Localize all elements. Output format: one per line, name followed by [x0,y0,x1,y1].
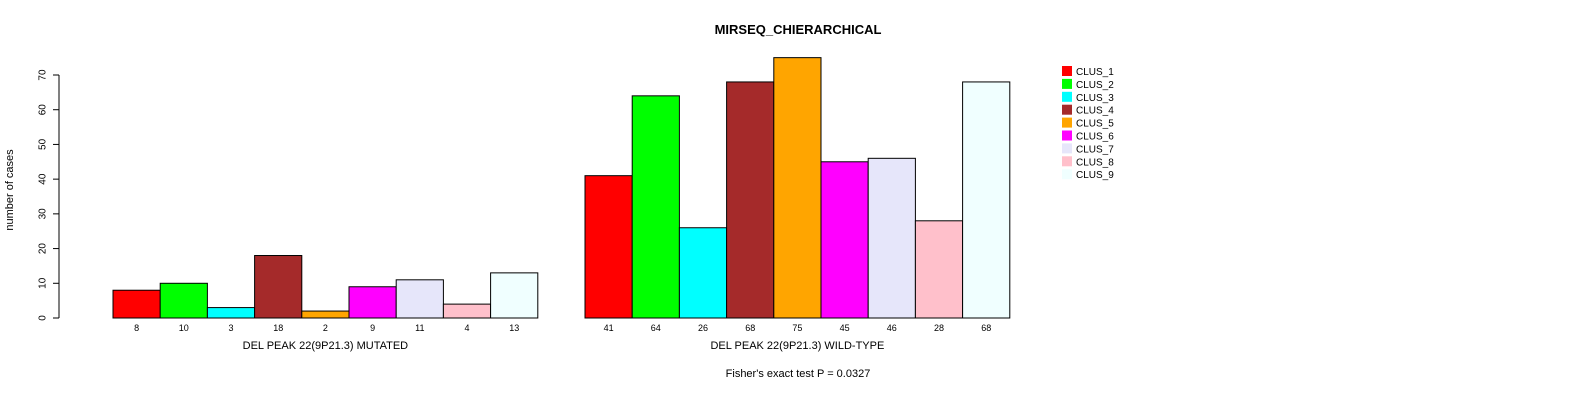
legend-label: CLUS_2 [1076,80,1114,91]
bar-clus-1 [112,289,161,319]
bar-value-label: 46 [887,323,897,333]
y-axis: 0 10 20 30 40 50 60 70 [38,69,60,321]
legend-swatch-clus-1 [1062,66,1072,76]
bar-clus-5 [773,57,822,319]
legend-swatch-clus-2 [1062,78,1072,89]
bar-clus-5 [301,310,350,319]
group-labels: DEL PEAK 22(9P21.3) MUTATED DEL PEAK 22(9… [243,340,885,352]
legend-label: CLUS_6 [1076,132,1114,143]
bar-value-label: 26 [698,323,708,333]
bar-clus-9 [490,272,539,319]
bars [112,57,1011,319]
bar-value-label: 41 [604,323,614,333]
legend-swatch-clus-8 [1062,156,1072,167]
y-tick-label: 0 [38,315,49,321]
bar-clus-6 [348,286,397,319]
legend-label: CLUS_7 [1076,144,1114,155]
bar-value-label: 75 [792,323,802,333]
y-tick-label: 50 [38,138,49,150]
footnote: Fisher's exact test P = 0.0327 [726,368,871,380]
bar-value-label: 4 [464,323,469,333]
bar-value-label: 18 [273,323,283,333]
bar-clus-2 [159,282,208,319]
legend: CLUS_1CLUS_2CLUS_3CLUS_4CLUS_5CLUS_6CLUS… [1062,66,1114,181]
bar-value-label: 45 [840,323,850,333]
bar-value-label: 28 [934,323,944,333]
bar-value-label: 9 [370,323,375,333]
legend-swatch-clus-9 [1062,169,1072,180]
legend-swatch-clus-3 [1062,91,1072,102]
y-tick-label: 70 [38,69,49,81]
legend-swatch-clus-4 [1062,104,1072,115]
bar-value-label: 8 [134,323,139,333]
bar-clus-3 [206,307,256,319]
bar-value-label: 68 [981,323,991,333]
legend-swatch-clus-5 [1062,117,1072,128]
bar-clus-1 [584,175,633,319]
bar-value-label: 2 [323,323,328,333]
legend-label: CLUS_1 [1076,67,1114,78]
y-tick-label: 20 [38,243,49,255]
bar-value-label: 68 [745,323,755,333]
legend-label: CLUS_3 [1076,93,1114,104]
bar-value-label: 11 [415,323,424,333]
y-tick-label: 10 [38,277,49,289]
bar-clus-9 [962,81,1011,319]
bar-value-label: 13 [509,323,519,333]
bar-value-label: 64 [651,323,661,333]
y-tick-label: 30 [38,208,49,220]
legend-label: CLUS_4 [1076,106,1114,117]
bar-clus-6 [820,161,869,319]
chart-title: MIRSEQ_CHIERARCHICAL [715,22,882,37]
bar-clus-8 [914,220,964,319]
bar-clus-7 [867,157,916,319]
y-tick-label: 60 [38,104,49,116]
legend-label: CLUS_9 [1076,170,1114,181]
bar-value-label: 3 [228,323,233,333]
bar-value-label: 10 [179,323,189,333]
bar-clus-7 [395,279,444,319]
bar-clus-3 [678,227,728,319]
group-label: DEL PEAK 22(9P21.3) WILD-TYPE [710,340,884,352]
legend-swatch-clus-6 [1062,130,1072,141]
bar-clus-8 [442,303,492,319]
bar-clus-4 [254,255,303,319]
legend-label: CLUS_5 [1076,119,1114,130]
y-tick-label: 40 [38,173,49,185]
legend-swatch-clus-7 [1062,143,1072,154]
bar-clus-2 [631,95,680,319]
legend-label: CLUS_8 [1076,157,1114,168]
bar-clus-4 [726,81,775,319]
bar-value-labels: 8 10 3 18 2 9 11 4 13 41 64 26 68 75 45 46 28 68 [134,323,991,333]
y-axis-label: number of cases [4,149,16,231]
group-label: DEL PEAK 22(9P21.3) MUTATED [243,340,409,352]
